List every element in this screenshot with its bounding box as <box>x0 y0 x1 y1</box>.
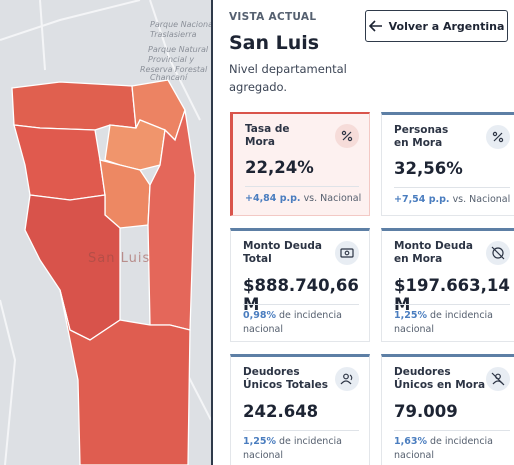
kpi-card[interactable]: Personas en Mora 32,56% +7,54 p.p. vs. Naci… <box>381 112 514 216</box>
card-divider <box>394 430 510 431</box>
card-note: 1,25% de incidencia nacional <box>243 435 361 463</box>
card-note: 1,63% de incidencia nacional <box>394 435 512 463</box>
card-icon <box>486 367 510 391</box>
card-title: Monto Deuda Total <box>243 240 357 266</box>
card-divider <box>243 304 359 305</box>
icon-glyph <box>340 373 353 385</box>
card-value: 32,56% <box>394 159 463 178</box>
icon-glyph <box>341 130 353 142</box>
kpi-card[interactable]: Tasa de Mora 22,24% +4,84 p.p. vs. Nacional <box>230 112 370 216</box>
department[interactable] <box>24 194 121 341</box>
card-note-text: vs. Nacional <box>452 194 511 205</box>
department[interactable] <box>11 81 137 131</box>
card-icon <box>335 124 359 148</box>
card-title: Deudores Únicos en Mora <box>394 366 508 392</box>
card-title-line: Personas <box>394 124 449 136</box>
map[interactable]: Parque Nacional Traslasierra Parque Natu… <box>0 0 211 465</box>
department[interactable] <box>59 289 191 465</box>
panel-subtitle: Nivel departamental agregado. <box>229 62 347 94</box>
icon-glyph <box>492 131 504 143</box>
card-title-line: Tasa de <box>245 123 290 135</box>
card-title-line: Monto Deuda <box>243 240 322 252</box>
card-note: 1,25% de incidencia nacional <box>394 309 512 337</box>
map-label: Reserva Forestal <box>140 65 208 74</box>
map-label: Chancaní <box>150 73 189 82</box>
back-button[interactable]: Volver a Argentina <box>365 10 508 42</box>
card-divider <box>394 187 510 188</box>
card-title: Monto Deuda en Mora <box>394 240 508 266</box>
side-panel: VISTA ACTUAL San Luis Nivel departamenta… <box>211 0 514 465</box>
eyebrow: VISTA ACTUAL <box>229 11 317 23</box>
icon-glyph <box>340 248 354 258</box>
card-title-line: Total <box>243 253 272 265</box>
card-title-line: en Mora <box>394 137 443 149</box>
icon-glyph <box>491 246 505 260</box>
card-icon <box>486 125 510 149</box>
card-title-line: Deudores <box>394 366 451 378</box>
map-label: Provincial y <box>148 55 194 64</box>
card-note-text: de incidencia nacional <box>394 310 493 335</box>
card-value: 242.648 <box>243 402 319 421</box>
card-value: 79.009 <box>394 402 458 421</box>
card-note: 0,98% de incidencia nacional <box>243 309 361 337</box>
card-highlight: +7,54 p.p. <box>394 194 450 205</box>
card-title-line: Monto Deuda <box>394 240 473 252</box>
card-note: +4,84 p.p. vs. Nacional <box>245 192 363 206</box>
map-svg: Parque Nacional Traslasierra Parque Natu… <box>0 0 211 465</box>
kpi-card[interactable]: Deudores Únicos en Mora 79.009 1,63% de inc… <box>381 354 514 465</box>
departments <box>11 79 196 465</box>
card-title-line: Únicos Totales <box>243 379 328 391</box>
card-highlight: 0,98% <box>243 310 276 321</box>
icon-glyph <box>491 372 505 386</box>
arrow-icon <box>368 20 382 32</box>
card-divider <box>245 186 359 187</box>
kpi-card[interactable]: Monto Deuda en Mora $197.663,14 M 1,25% de … <box>381 228 514 342</box>
kpi-card[interactable]: Deudores Únicos Totales 242.648 1,25% de in… <box>230 354 370 465</box>
card-divider <box>243 430 359 431</box>
map-label: Parque Natural <box>148 45 209 54</box>
card-note-text: de incidencia nacional <box>394 436 493 461</box>
card-title-line: Mora <box>245 136 275 148</box>
department[interactable] <box>13 124 106 201</box>
card-title-line: Deudores <box>243 366 300 378</box>
kpi-card[interactable]: Monto Deuda Total $888.740,66 M 0,98% de in… <box>230 228 370 342</box>
card-value: 22,24% <box>245 158 314 177</box>
card-title-line: Únicos en Mora <box>394 379 486 391</box>
card-note-text: de incidencia nacional <box>243 310 342 335</box>
card-icon <box>335 367 359 391</box>
map-label: San Luis <box>88 251 150 266</box>
card-highlight: 1,63% <box>394 436 427 447</box>
card-note: +7,54 p.p. vs. Nacional <box>394 193 512 207</box>
card-divider <box>394 304 510 305</box>
card-highlight: 1,25% <box>243 436 276 447</box>
card-title: Tasa de Mora <box>245 123 357 149</box>
panel-title: San Luis <box>229 32 320 54</box>
department[interactable] <box>104 119 166 171</box>
card-icon <box>486 241 510 265</box>
map-label: Traslasierra <box>150 30 197 39</box>
card-highlight: +4,84 p.p. <box>245 193 301 204</box>
card-highlight: 1,25% <box>394 310 427 321</box>
card-note-text: de incidencia nacional <box>243 436 342 461</box>
card-icon <box>335 241 359 265</box>
card-title: Personas en Mora <box>394 124 508 150</box>
card-note-text: vs. Nacional <box>303 193 362 204</box>
back-button-label: Volver a Argentina <box>388 19 505 33</box>
map-label: Parque Nacional <box>150 20 211 29</box>
card-title-line: en Mora <box>394 253 443 265</box>
card-title: Deudores Únicos Totales <box>243 366 357 392</box>
